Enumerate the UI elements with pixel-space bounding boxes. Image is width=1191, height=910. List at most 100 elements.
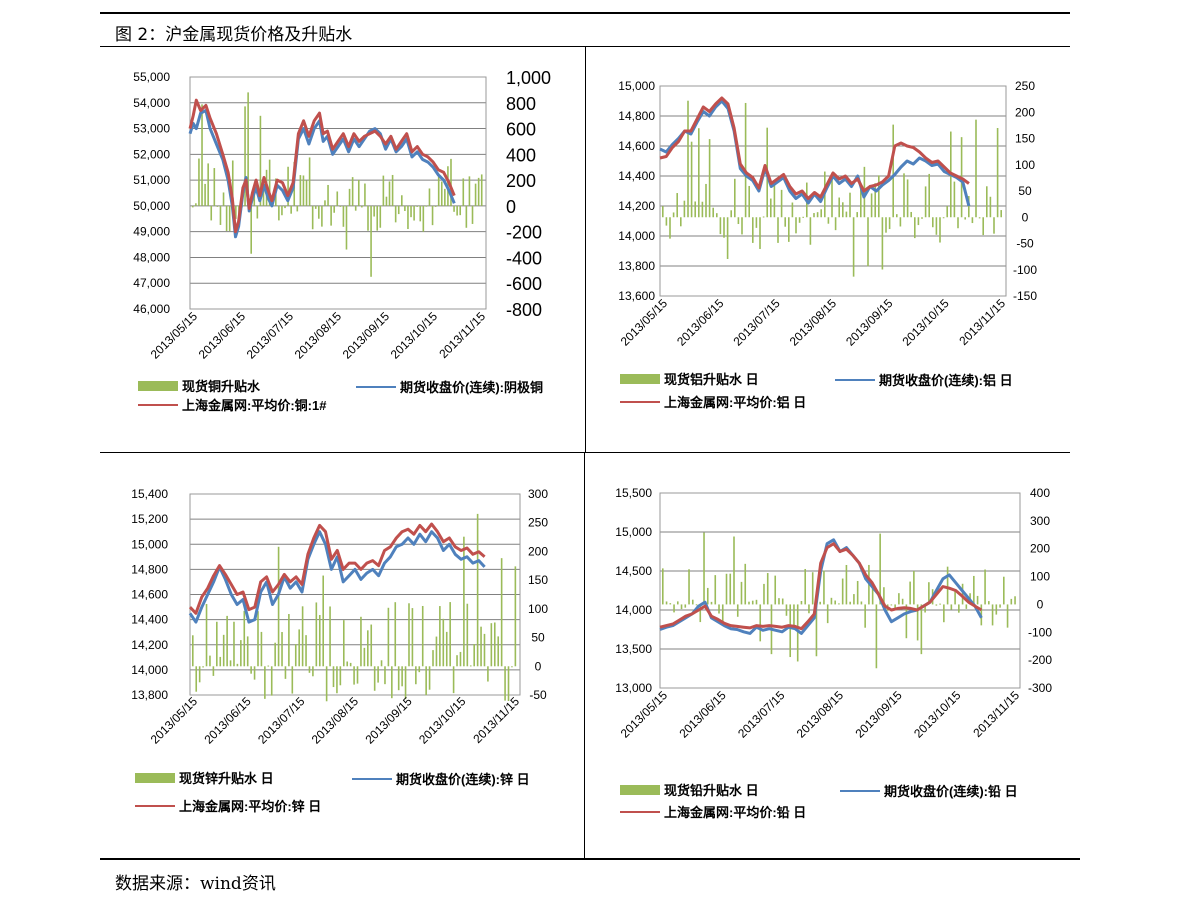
legend-swatch-bar	[620, 785, 660, 795]
left-axis-tick: 14,000	[618, 229, 655, 243]
bar	[268, 159, 271, 206]
source-note: 数据来源：wind资讯	[115, 874, 276, 894]
bar	[240, 640, 242, 667]
bar	[957, 217, 959, 229]
bar	[277, 546, 280, 667]
bar	[325, 666, 328, 702]
bar	[329, 606, 331, 667]
x-axis-tick: 2013/05/15	[618, 296, 671, 349]
left-axis-tick: 46,000	[133, 302, 170, 316]
bar	[487, 666, 489, 682]
bar	[813, 213, 815, 218]
bar	[267, 665, 270, 667]
right-axis-tick: 100	[1015, 158, 1035, 172]
bar	[991, 604, 994, 626]
bar	[856, 212, 858, 218]
bar	[318, 615, 321, 667]
legend-label: 上海金属网:平均价:铝 日	[664, 395, 806, 410]
left-axis-tick: 15,200	[131, 512, 168, 526]
bar	[333, 205, 335, 213]
bar	[476, 513, 479, 667]
bar	[1014, 596, 1016, 605]
bar	[690, 141, 693, 218]
left-axis-tick: 15,000	[615, 525, 652, 539]
bar	[281, 632, 283, 667]
bar	[229, 660, 232, 667]
bar	[465, 205, 468, 228]
bar	[473, 644, 475, 667]
bar	[469, 665, 472, 667]
bar	[751, 600, 754, 605]
bar	[831, 175, 833, 218]
x-axis-tick: 2013/08/15	[309, 694, 362, 747]
bar	[808, 604, 810, 614]
right-axis-tick: 150	[528, 573, 548, 587]
legend-label: 现货铝升贴水 日	[664, 372, 759, 387]
bar	[788, 217, 790, 242]
bar	[308, 666, 311, 673]
right-axis-tick: -400	[506, 248, 542, 268]
bar	[973, 575, 975, 605]
bar	[216, 621, 218, 667]
bar	[913, 570, 915, 605]
bar	[397, 205, 400, 215]
bar	[493, 622, 496, 667]
legend-label: 期货收盘价(连续):铝 日	[879, 373, 1013, 388]
bar	[236, 663, 239, 667]
bar	[853, 594, 855, 605]
right-axis-tick: 600	[506, 120, 536, 140]
right-axis-tick: -50	[1016, 237, 1034, 251]
right-axis-tick: 1,000	[506, 68, 551, 88]
bar	[781, 598, 784, 605]
right-axis-tick: 400	[506, 145, 536, 165]
right-axis-tick: -200	[1028, 653, 1052, 667]
bar	[673, 604, 675, 613]
left-axis-tick: 14,800	[618, 109, 655, 123]
bar	[207, 163, 209, 206]
right-axis-tick: -100	[1028, 625, 1052, 639]
bar	[1003, 576, 1005, 605]
plot-frame	[189, 493, 521, 696]
bar	[726, 217, 729, 259]
left-axis-tick: 49,000	[133, 225, 170, 239]
bar	[209, 655, 211, 667]
legend-label: 期货收盘价(连续):阴极铜	[400, 380, 543, 395]
bar	[305, 180, 308, 206]
bar	[953, 181, 956, 218]
left-axis-tick: 13,500	[615, 642, 652, 656]
bar	[939, 603, 941, 605]
x-axis-tick: 2013/11/15	[956, 296, 1008, 348]
right-axis-tick: 250	[528, 516, 548, 530]
bar	[367, 630, 369, 667]
bar	[740, 581, 743, 605]
bar	[312, 666, 314, 677]
bar	[260, 631, 263, 667]
bar	[391, 666, 393, 699]
bar	[415, 666, 417, 685]
bar	[388, 181, 391, 206]
bar	[729, 573, 732, 605]
plot-frame	[659, 85, 1007, 297]
bar	[315, 602, 318, 667]
bar	[946, 566, 949, 605]
bar	[849, 601, 851, 605]
bar	[1006, 604, 1009, 628]
bar	[942, 217, 945, 219]
bar	[284, 666, 287, 679]
bar	[425, 666, 427, 696]
bar	[860, 601, 863, 605]
bar	[733, 536, 735, 605]
bar	[943, 604, 945, 623]
bar	[995, 604, 998, 615]
bar	[777, 217, 779, 243]
bar	[250, 205, 252, 254]
bar	[838, 603, 840, 605]
bar	[387, 607, 390, 667]
bar	[748, 601, 750, 605]
bar	[684, 604, 687, 608]
bar	[924, 186, 927, 218]
bar	[791, 202, 794, 218]
bar	[210, 205, 213, 221]
bar	[483, 633, 486, 667]
bar	[213, 168, 216, 206]
